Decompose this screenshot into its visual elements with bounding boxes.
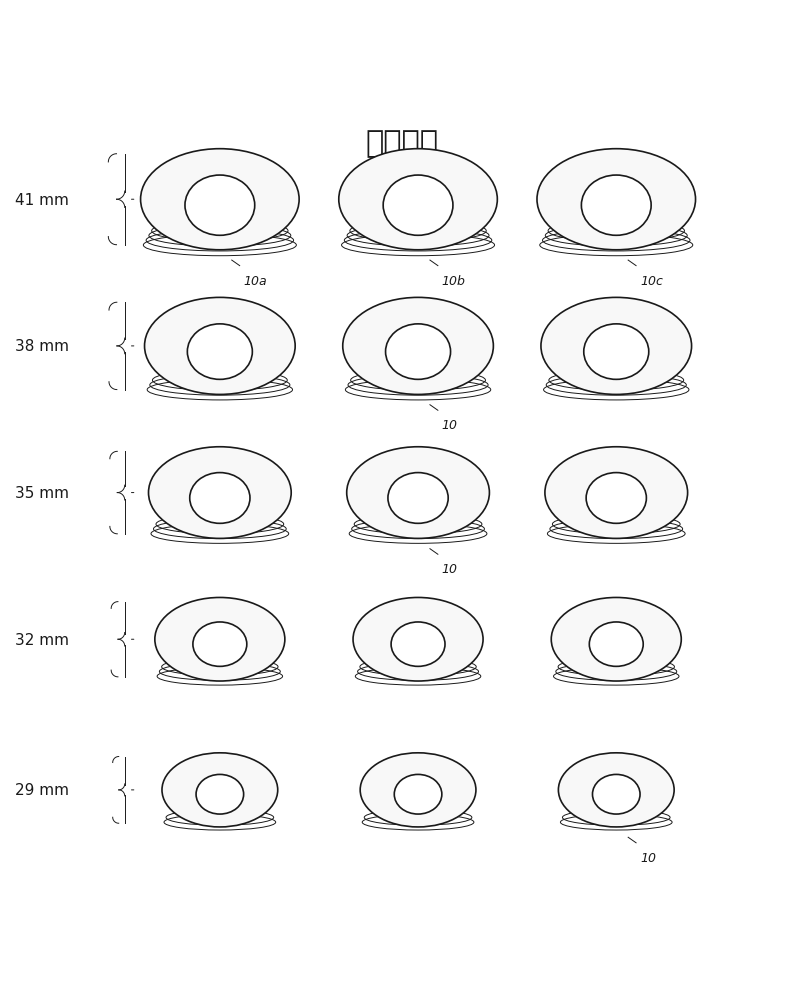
Ellipse shape bbox=[353, 598, 483, 681]
Text: 41 mm: 41 mm bbox=[15, 192, 70, 207]
Ellipse shape bbox=[558, 754, 674, 827]
Ellipse shape bbox=[185, 176, 254, 236]
Ellipse shape bbox=[145, 298, 295, 395]
Ellipse shape bbox=[383, 176, 453, 236]
Text: 10c: 10c bbox=[640, 275, 663, 288]
Ellipse shape bbox=[187, 325, 252, 380]
Ellipse shape bbox=[155, 598, 285, 681]
Ellipse shape bbox=[388, 473, 448, 524]
Ellipse shape bbox=[391, 622, 445, 666]
Ellipse shape bbox=[386, 325, 450, 380]
Ellipse shape bbox=[545, 447, 688, 539]
Ellipse shape bbox=[551, 598, 682, 681]
Text: 厚度选择: 厚度选择 bbox=[366, 128, 438, 157]
Ellipse shape bbox=[590, 622, 643, 666]
Text: 35 mm: 35 mm bbox=[15, 486, 70, 501]
Ellipse shape bbox=[162, 754, 278, 827]
Ellipse shape bbox=[346, 447, 490, 539]
Ellipse shape bbox=[338, 149, 498, 250]
Ellipse shape bbox=[537, 149, 695, 250]
Text: 38 mm: 38 mm bbox=[15, 339, 70, 354]
Text: 10: 10 bbox=[640, 851, 656, 864]
Text: 32 mm: 32 mm bbox=[15, 632, 70, 647]
Ellipse shape bbox=[584, 325, 649, 380]
Text: 10a: 10a bbox=[244, 275, 267, 288]
Ellipse shape bbox=[394, 775, 442, 815]
Ellipse shape bbox=[190, 473, 250, 524]
Ellipse shape bbox=[541, 298, 691, 395]
Ellipse shape bbox=[586, 473, 646, 524]
Ellipse shape bbox=[193, 622, 247, 666]
Ellipse shape bbox=[342, 298, 494, 395]
Ellipse shape bbox=[149, 447, 291, 539]
Ellipse shape bbox=[593, 775, 640, 815]
Text: 10b: 10b bbox=[442, 275, 466, 288]
Ellipse shape bbox=[582, 176, 651, 236]
Text: 29 mm: 29 mm bbox=[15, 783, 70, 798]
Text: 10: 10 bbox=[442, 419, 458, 432]
Ellipse shape bbox=[196, 775, 244, 815]
Ellipse shape bbox=[360, 754, 476, 827]
Text: 10: 10 bbox=[442, 562, 458, 575]
Ellipse shape bbox=[141, 149, 299, 250]
